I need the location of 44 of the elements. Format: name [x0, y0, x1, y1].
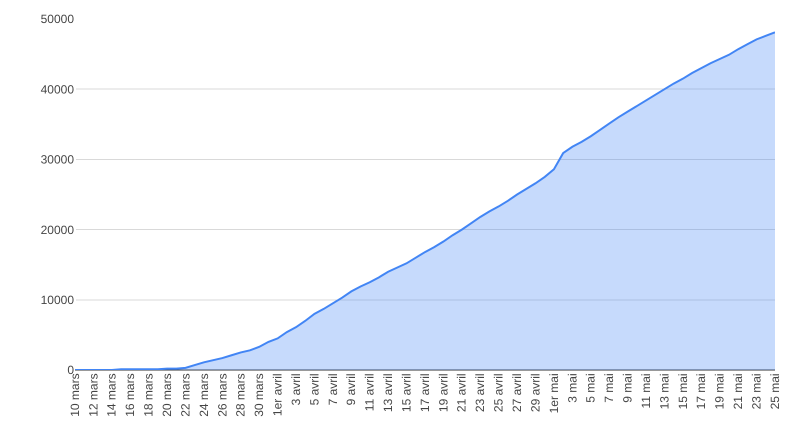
x-tick-label: 1er mai [546, 373, 561, 414]
x-tick-label: 24 mars [196, 373, 211, 417]
x-tick-label: 20 mars [160, 373, 174, 417]
x-tick-label: 26 mars [215, 373, 230, 417]
x-tick-label: 11 avril [362, 373, 377, 412]
x-tick-label: 1er avril [270, 373, 285, 416]
x-tick-label: 19 avril [436, 373, 450, 412]
x-tick-label: 21 mai [731, 373, 746, 410]
x-tick-label: 23 avril [473, 373, 488, 412]
x-tick-label: 13 mai [657, 373, 672, 410]
y-tick-label: 30000 [40, 152, 74, 167]
x-tick-label: 22 mars [178, 373, 192, 417]
x-tick-label: 18 mars [142, 373, 156, 417]
x-tick-label: 28 mars [234, 373, 248, 417]
x-tick-label: 7 mai [602, 373, 616, 403]
x-tick-label: 19 mai [712, 373, 727, 410]
x-tick-label: 10 mars [68, 373, 82, 417]
y-tick-label: 10000 [40, 293, 74, 307]
x-tick-label: 7 avril [326, 373, 340, 406]
x-tick-label: 5 mai [584, 373, 598, 403]
x-tick-label: 25 avril [492, 373, 506, 412]
x-tick-label: 9 avril [344, 373, 358, 406]
x-tick-label: 9 mai [620, 373, 635, 403]
y-tick-label: 20000 [40, 222, 74, 237]
x-tick-label: 25 mai [768, 373, 782, 410]
x-tick-label: 14 mars [104, 373, 119, 417]
y-tick-label: 50000 [40, 12, 74, 26]
x-tick-label: 15 mai [676, 373, 690, 410]
y-tick-label: 40000 [40, 82, 74, 96]
x-tick-label: 21 avril [454, 373, 469, 412]
x-tick-label: 30 mars [252, 373, 266, 417]
x-tick-label: 3 mai [565, 373, 580, 403]
x-tick-label: 16 mars [123, 373, 138, 417]
x-tick-label: 12 mars [86, 373, 100, 417]
x-tick-label: 17 mai [694, 373, 708, 410]
x-tick-label: 27 avril [510, 373, 524, 412]
x-tick-label: 23 mai [749, 373, 764, 410]
x-tick-label: 17 avril [418, 373, 432, 412]
x-tick-label: 13 avril [381, 373, 396, 412]
x-tick-label: 29 avril [528, 373, 542, 412]
x-tick-label: 5 avril [307, 373, 322, 406]
x-tick-label: 15 avril [399, 373, 414, 412]
x-tick-label: 3 avril [288, 373, 303, 406]
x-tick-label: 11 mai [638, 373, 653, 409]
